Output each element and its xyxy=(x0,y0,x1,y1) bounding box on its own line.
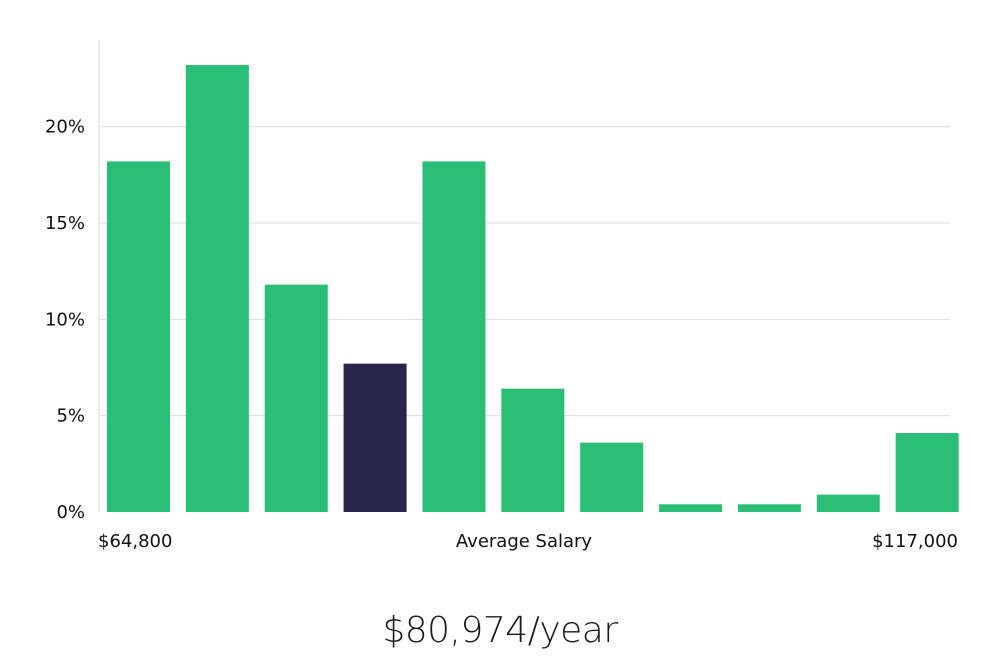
x-max-label: $117,000 xyxy=(872,531,958,552)
average-salary-value: $80,974/year xyxy=(382,610,618,651)
bar xyxy=(737,504,801,512)
y-tick-label: 10% xyxy=(45,309,85,330)
bar xyxy=(501,388,565,512)
bar xyxy=(659,504,723,512)
bar xyxy=(264,284,328,512)
bar xyxy=(580,442,644,512)
x-axis-title: Average Salary xyxy=(456,531,593,552)
x-min-label: $64,800 xyxy=(98,531,172,552)
y-tick-label: 20% xyxy=(45,117,85,138)
bar xyxy=(107,161,170,512)
bar xyxy=(895,433,959,512)
y-tick-label: 5% xyxy=(56,406,85,427)
bar xyxy=(422,161,486,512)
bar xyxy=(816,494,880,512)
bar xyxy=(185,65,249,512)
bars xyxy=(107,65,959,512)
y-tick-labels: 0% 5% 10% 15% 20% xyxy=(45,117,85,523)
bar-average-salary xyxy=(343,363,407,512)
y-tick-label: 15% xyxy=(45,213,85,234)
y-tick-label: 0% xyxy=(56,502,85,523)
salary-histogram: 0% 5% 10% 15% 20% $64,800 Average Salary $11… xyxy=(45,40,959,552)
